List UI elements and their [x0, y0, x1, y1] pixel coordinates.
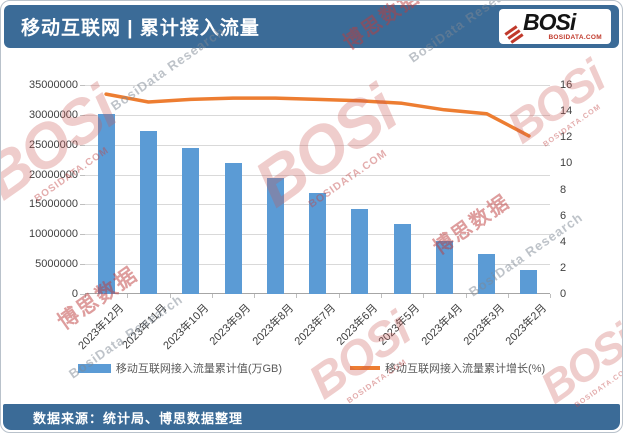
left-axis-tick: 0 — [71, 288, 78, 300]
axis-tick-mark — [80, 144, 85, 146]
axis-tick-mark — [80, 85, 85, 86]
x-axis-label-text: 2023年7月 — [292, 302, 339, 348]
right-axis-tick: 10 — [560, 157, 573, 170]
left-axis-tick: 35000000 — [29, 79, 78, 91]
plot-area — [80, 85, 551, 298]
left-axis: 0 5000000 10000000 15000000 20000000 25000000… — [10, 79, 78, 300]
bar-2023年11月 — [139, 130, 157, 294]
right-axis-tick: 4 — [560, 235, 567, 248]
x-axis-label-text: 2023年3月 — [461, 302, 508, 348]
data-source-text: 数据来源：统计局、博思数据整理 — [33, 410, 244, 426]
x-axis-labels: 2023年12月 2023年11月 2023年10月 2023年9月 2023年8月 20… — [77, 296, 550, 362]
bar-2023年6月 — [351, 208, 369, 294]
page-title: 移动互联网 | 累计接入流量 — [21, 18, 260, 39]
axis-tick-mark — [338, 294, 340, 298]
left-axis-tick: 25000000 — [29, 138, 78, 151]
right-axis-tick: 14 — [560, 105, 573, 118]
axis-tick-mark — [80, 234, 85, 236]
legend-item-bar: 移动互联网接入流量累计值(万GB) — [77, 360, 283, 376]
x-axis-label-text: 2023年12月 — [76, 302, 127, 353]
bar-2023年9月 — [224, 163, 242, 294]
growth-line — [104, 92, 531, 138]
left-axis-tick: 10000000 — [29, 228, 78, 241]
left-axis-tick: 15000000 — [29, 198, 78, 211]
right-axis-tick: 6 — [560, 209, 567, 222]
bar-2023年10月 — [182, 147, 200, 294]
legend-label-line: 移动互联网接入流量累计增长(%) — [385, 363, 546, 375]
axis-tick-mark — [211, 294, 213, 298]
right-axis-tick: 16 — [560, 79, 573, 91]
x-axis-label-text: 2023年2月 — [503, 302, 550, 348]
axis-tick-mark — [550, 294, 551, 298]
axis-tick-mark — [296, 294, 298, 298]
left-axis-tick: 30000000 — [29, 108, 78, 121]
gridline — [85, 174, 550, 176]
line-swatch-icon — [350, 366, 381, 370]
legend: 移动互联网接入流量累计值(万GB) 移动互联网接入流量累计增长(%) — [0, 360, 623, 376]
axis-tick-mark — [80, 204, 85, 206]
axis-tick-mark — [127, 294, 129, 298]
bar-2023年12月 — [97, 114, 115, 294]
gridline — [85, 114, 550, 116]
right-axis-tick: 2 — [560, 261, 567, 274]
x-axis-label-text: 2023年5月 — [376, 302, 423, 348]
bar-swatch-icon — [77, 363, 111, 373]
x-axis-label-text: 2023年9月 — [207, 302, 254, 348]
axis-tick-mark — [169, 294, 171, 298]
axis-tick-mark — [465, 294, 467, 298]
right-axis-tick: 8 — [560, 183, 567, 196]
line-series — [104, 92, 531, 138]
x-axis-label-text: 2023年6月 — [334, 302, 381, 348]
right-axis-tick: 12 — [560, 131, 573, 144]
axis-tick-mark — [80, 294, 85, 295]
x-axis-label-text: 2023年4月 — [419, 302, 465, 348]
axis-tick-mark — [507, 294, 509, 298]
axis-tick-mark — [80, 174, 85, 176]
axis-tick-mark — [254, 294, 256, 298]
logo-text: BOSi — [523, 9, 576, 35]
gridline — [85, 144, 550, 146]
bar-2023年4月 — [435, 240, 453, 294]
right-axis: 0 2 4 6 8 10 12 14 16 — [560, 79, 600, 300]
legend-label-bar: 移动互联网接入流量累计值(万GB) — [115, 363, 283, 375]
axis-tick-mark — [85, 294, 86, 298]
gridline — [85, 85, 550, 86]
legend-item-line: 移动互联网接入流量累计增长(%) — [350, 360, 545, 376]
logo-subtext: BOSIDATA.COM — [548, 34, 602, 41]
bar-2023年3月 — [478, 254, 496, 294]
logo-stripes-icon — [504, 25, 524, 44]
x-axis-label-text: 2023年8月 — [250, 302, 296, 348]
bar-2023年7月 — [309, 193, 326, 294]
axis-tick-mark — [423, 294, 425, 298]
header: 移动互联网 | 累计接入流量 BOSi BOSIDATA.COM — [4, 5, 619, 48]
axis-tick-mark — [380, 294, 382, 298]
bar-2023年2月 — [520, 269, 538, 294]
bar-2023年8月 — [266, 178, 284, 294]
axis-tick-mark — [80, 114, 85, 116]
left-axis-tick: 20000000 — [29, 168, 78, 181]
bosi-logo: BOSi BOSIDATA.COM — [499, 9, 611, 44]
axis-tick-mark — [80, 264, 85, 266]
footer: 数据来源：统计局、博思数据整理 — [3, 404, 620, 430]
left-axis-tick: 5000000 — [35, 258, 78, 271]
bar-2023年5月 — [393, 224, 411, 294]
right-axis-tick: 0 — [560, 288, 567, 300]
